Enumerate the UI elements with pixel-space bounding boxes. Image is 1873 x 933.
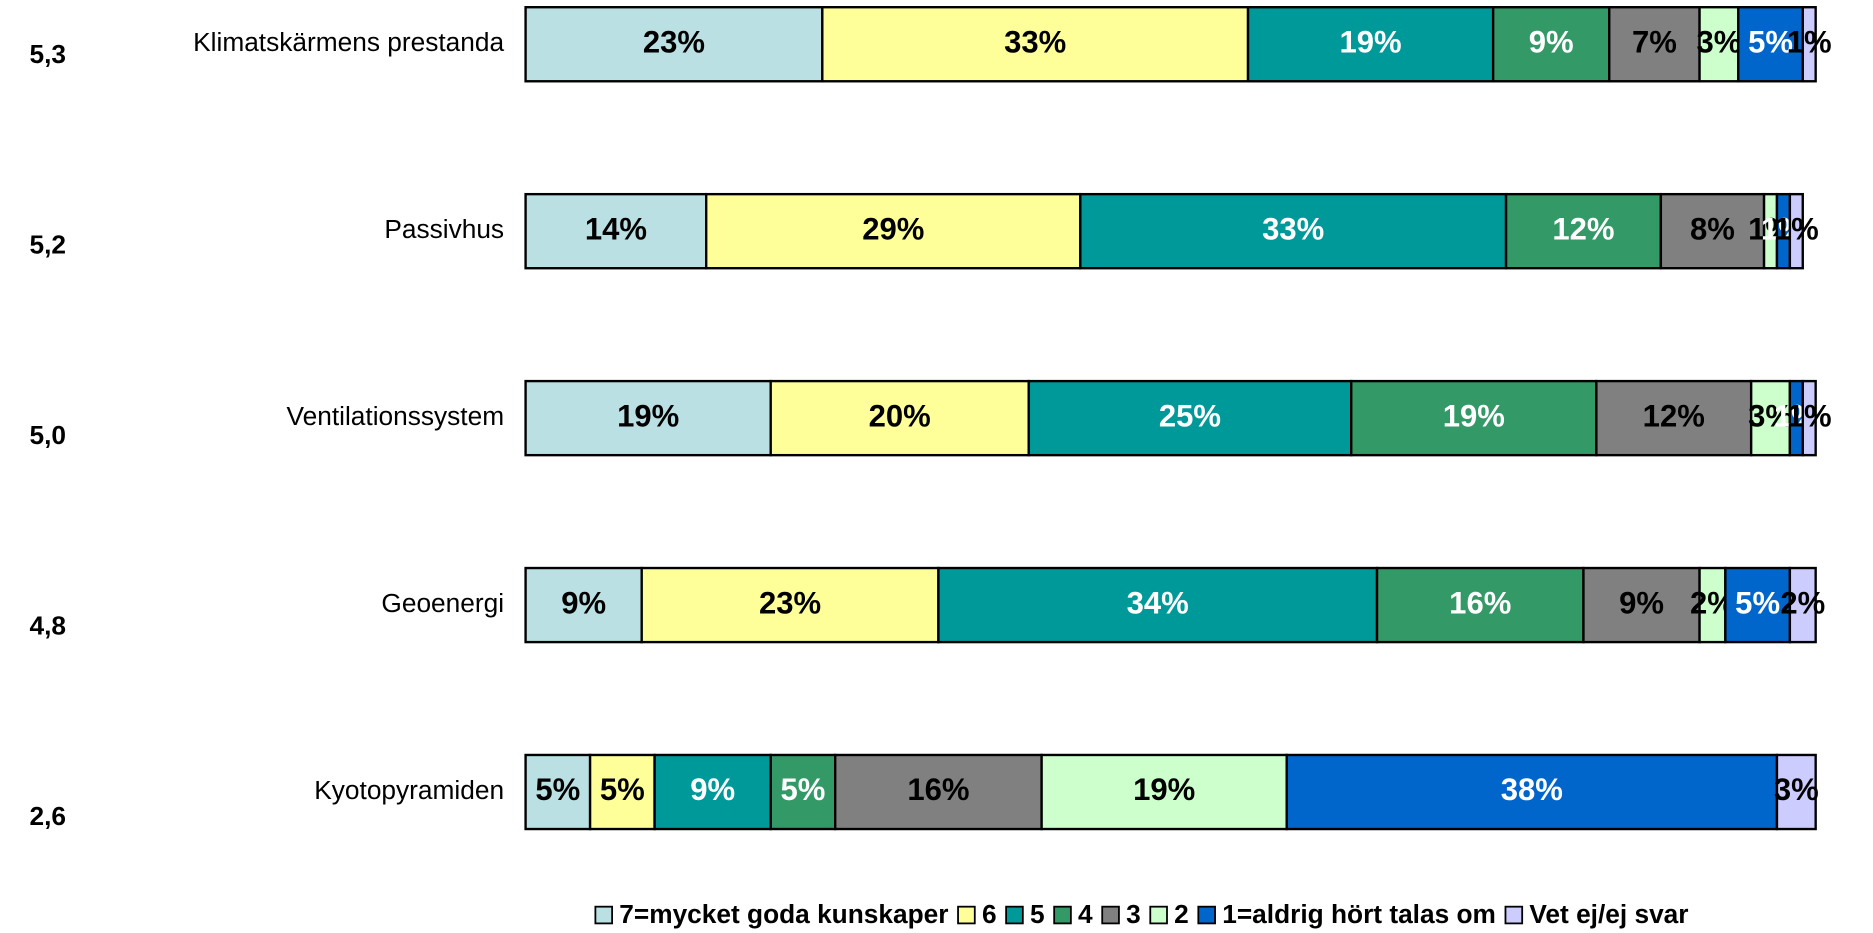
bar-segment (1788, 192, 1804, 270)
bar-segment (1582, 566, 1701, 644)
value-label: 23% (759, 585, 821, 620)
bar-segment (834, 753, 1043, 831)
value-label: 5% (781, 772, 826, 807)
value-label: 1% (1787, 398, 1832, 433)
bar-segment (524, 566, 643, 644)
bar-segment (524, 379, 772, 457)
bar-segment (524, 753, 592, 831)
bar-segment (1698, 566, 1727, 644)
value-label: 9% (1529, 24, 1574, 59)
mean-label: 5,2 (30, 230, 67, 260)
legend-label: 4 (1078, 899, 1093, 929)
bar-segment (1350, 379, 1598, 457)
value-label: 5% (1735, 585, 1780, 620)
category-label: Passivhus (384, 214, 504, 244)
bar-segment (640, 566, 940, 644)
bar-segment (1079, 192, 1508, 270)
value-label: 33% (1262, 211, 1324, 246)
category-label: Ventilationssystem (287, 401, 505, 431)
bar-segment (524, 192, 708, 270)
mean-label: 4,8 (30, 611, 67, 641)
legend-swatch (594, 905, 614, 925)
value-label: 3% (1696, 24, 1741, 59)
legend-swatch (1197, 905, 1216, 925)
value-label: 29% (862, 211, 924, 246)
value-label: 16% (907, 772, 969, 807)
value-label: 3% (1748, 398, 1793, 433)
bar-segment (1608, 6, 1701, 83)
value-label: 9% (690, 772, 735, 807)
value-label: 9% (561, 585, 606, 620)
category-label: Klimatskärmens prestanda (193, 27, 504, 57)
value-label: 12% (1552, 211, 1614, 246)
legend-label: 6 (982, 899, 997, 929)
value-label: 3% (1774, 772, 1819, 807)
bar-segment (705, 192, 1082, 270)
value-label: 14% (585, 211, 647, 246)
value-label: 16% (1449, 585, 1511, 620)
bar-segment (1801, 379, 1817, 457)
bar-segment (1246, 6, 1495, 83)
value-label: 1% (1774, 211, 1819, 246)
value-label: 1% (1787, 24, 1832, 59)
value-label: 12% (1643, 398, 1705, 433)
bar-segment (1801, 6, 1817, 83)
mean-label: 2,6 (30, 801, 67, 831)
value-label: 8% (1690, 211, 1735, 246)
bar-segment (524, 6, 824, 83)
value-label: 25% (1159, 398, 1221, 433)
category-label: Geoenergi (381, 588, 504, 618)
value-label: 5% (600, 772, 645, 807)
legend-label: 7=mycket goda kunskaper (619, 899, 948, 929)
value-label: 33% (1004, 24, 1066, 59)
value-label: 19% (1133, 772, 1195, 807)
legend-swatch (1005, 905, 1024, 925)
value-label: 5% (535, 772, 580, 807)
bar-segment (821, 6, 1250, 83)
value-label: 34% (1127, 585, 1189, 620)
value-label: 19% (617, 398, 679, 433)
value-label: 7% (1632, 24, 1677, 59)
legend-label: 1=aldrig hört talas om (1222, 899, 1496, 929)
bar-segment (1285, 753, 1779, 831)
bar-segment (1737, 6, 1804, 83)
bar-segment (1040, 753, 1288, 831)
legend-swatch (1101, 905, 1120, 925)
value-label: 20% (869, 398, 931, 433)
bar-segment (769, 379, 1030, 457)
bar-segment (1659, 192, 1766, 270)
category-label: Kyotopyramiden (314, 775, 504, 805)
value-label: 38% (1501, 772, 1563, 807)
mean-label: 5,3 (30, 39, 67, 69)
bar-segment (1027, 379, 1353, 457)
bar-segment (1595, 379, 1753, 457)
value-label: 9% (1619, 585, 1664, 620)
value-label: 2% (1780, 585, 1825, 620)
legend-swatch (1149, 905, 1168, 925)
value-label: 23% (643, 24, 705, 59)
bar-segment (1788, 566, 1817, 644)
legend-swatch (1504, 905, 1524, 925)
legend-swatch (957, 905, 976, 925)
value-label: 5% (1748, 24, 1793, 59)
value-label: 19% (1340, 24, 1402, 59)
legend-label: 3 (1126, 899, 1141, 929)
legend-swatch (1053, 905, 1072, 925)
bar-segment (1775, 753, 1817, 831)
bar-segment (1504, 192, 1663, 270)
legend-label: Vet ej/ej svar (1529, 899, 1688, 929)
bar-segment (1375, 566, 1585, 644)
legend-label: 5 (1030, 899, 1045, 929)
value-label: 19% (1443, 398, 1505, 433)
mean-label: 5,0 (30, 420, 67, 450)
bar-segment (653, 753, 772, 831)
legend-label: 2 (1174, 899, 1189, 929)
